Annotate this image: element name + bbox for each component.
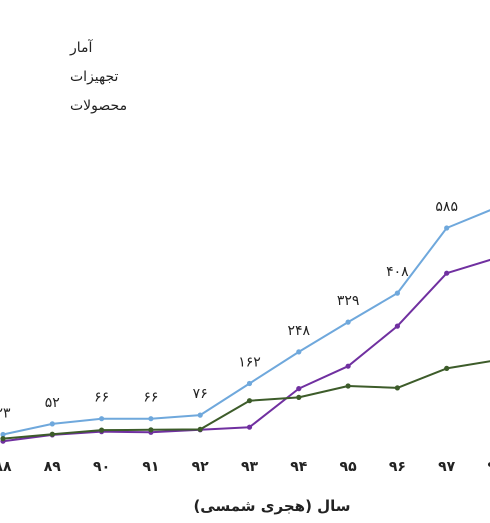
data-point <box>394 290 400 296</box>
data-point <box>345 363 351 369</box>
legend-entry-1: تجهیزات <box>70 69 119 85</box>
data-point <box>345 383 351 389</box>
data-point <box>444 270 450 276</box>
x-tick-labels: ۸۸ ۸۹ ۹۰ ۹۱ ۹۲ ۹۳ ۹۴ ۹۵ ۹۶ ۹۷ ۹۸ <box>0 459 490 475</box>
x-tick-label: ۹۶ <box>389 459 406 475</box>
x-tick-label: ۸۸ <box>0 459 12 475</box>
x-tick-label: ۹۳ <box>241 459 259 475</box>
data-point <box>197 426 203 432</box>
data-label: ۱۶۲ <box>238 355 261 371</box>
data-point <box>148 427 154 433</box>
data-point <box>0 431 6 438</box>
data-label: ۶۶ <box>94 390 109 406</box>
x-tick-label: ۹۴ <box>290 459 308 475</box>
x-axis-title: سال (هجری شمسی) <box>193 497 350 515</box>
data-label: ۶۴ <box>488 179 490 195</box>
legend-entry-2: محصولات <box>70 98 127 114</box>
data-point <box>246 380 253 387</box>
data-point <box>296 394 302 400</box>
data-label: ۷۶ <box>193 386 208 402</box>
data-label: ۲۴۸ <box>288 323 311 339</box>
data-labels: ۲۳ ۵۲ ۶۶ ۶۶ ۷۶ ۱۶۲ ۲۴۸ ۳۲۹ ۴۰۸ ۵۸۵ ۶۴ <box>0 179 490 422</box>
data-point <box>99 427 105 433</box>
x-tick-label: ۹۰ <box>93 459 110 475</box>
data-point <box>444 225 450 231</box>
data-point <box>148 416 154 422</box>
data-point <box>444 365 450 371</box>
data-point <box>197 412 203 418</box>
data-point <box>345 319 351 325</box>
x-tick-label: ۸۹ <box>44 459 62 475</box>
data-label: ۵۸۵ <box>435 199 458 215</box>
x-tick-label: ۹۸ <box>487 459 490 475</box>
data-point <box>296 349 302 355</box>
data-point <box>0 436 6 442</box>
data-point <box>246 398 253 404</box>
data-point <box>394 385 400 391</box>
data-point <box>49 421 55 427</box>
x-tick-label: ۹۱ <box>142 459 159 475</box>
data-label: ۶۶ <box>143 390 158 406</box>
series-line-1 <box>2 258 490 443</box>
legend-entry-0: آمار <box>69 39 94 56</box>
data-point <box>246 424 253 430</box>
legend: آمار تجهیزات محصولات <box>69 39 127 114</box>
x-tick-label: ۹۵ <box>340 459 358 475</box>
data-label: ۵۲ <box>45 395 60 411</box>
data-point <box>394 323 400 329</box>
data-label: ۴۰۸ <box>386 264 409 280</box>
data-label: ۲۳ <box>0 406 11 422</box>
series-line-0 <box>2 209 490 436</box>
series-layer <box>0 209 490 444</box>
data-point <box>49 431 55 437</box>
data-point <box>296 386 302 392</box>
data-point <box>99 416 105 422</box>
data-label: ۳۲۹ <box>337 293 360 309</box>
x-tick-label: ۹۷ <box>438 459 456 475</box>
x-tick-label: ۹۲ <box>192 459 210 475</box>
